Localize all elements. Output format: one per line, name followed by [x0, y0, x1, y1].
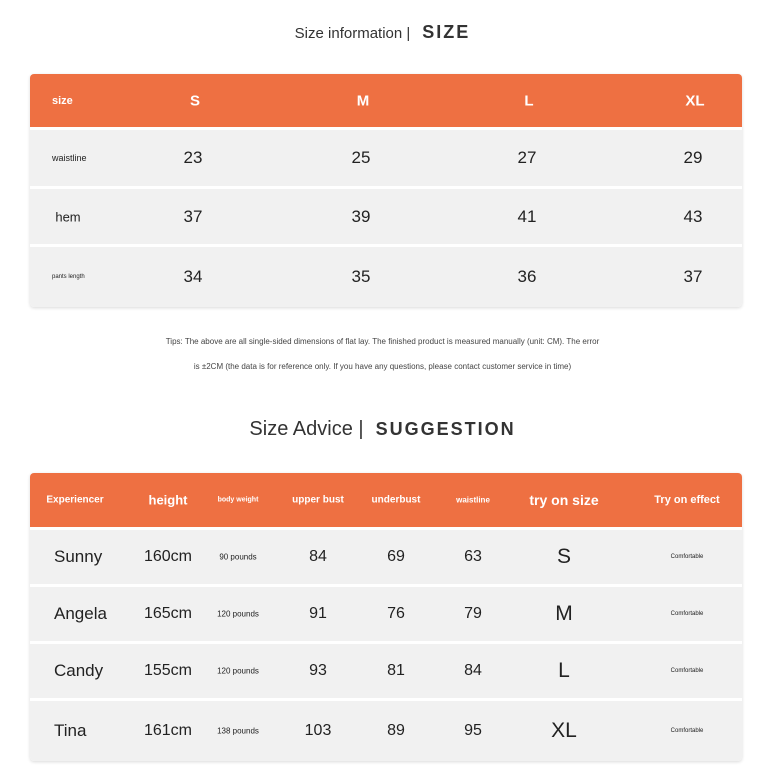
- value-cell: L: [558, 659, 570, 682]
- header-cell: S: [189, 92, 201, 109]
- value-cell: 95: [464, 722, 482, 739]
- header-cell: height: [148, 492, 188, 508]
- row-label: pants length: [52, 274, 85, 280]
- value-cell: 41: [517, 206, 537, 226]
- value-cell: 155cm: [143, 662, 193, 679]
- value-cell: 161cm: [143, 722, 193, 739]
- advice-table-row: Sunny 160cm 90 pounds 84 69 63 S Comfortable: [30, 527, 742, 584]
- value-cell: 35: [351, 267, 371, 286]
- value-cell: S: [556, 545, 572, 568]
- value-cell: 63: [464, 548, 482, 565]
- tips-line-2: is ±2CM (the data is for reference only.…: [193, 362, 572, 371]
- value-cell: 43: [683, 206, 703, 226]
- value-cell: Comfortable: [670, 611, 704, 617]
- size-table-row: pants length 34 35 36 37: [30, 244, 742, 307]
- header-cell: XL: [685, 92, 705, 109]
- value-cell: 37: [683, 267, 703, 286]
- value-cell: 29: [683, 148, 703, 167]
- value-cell: 36: [517, 267, 537, 286]
- value-cell: 25: [351, 148, 371, 167]
- advice-title-text: Size Advice |: [249, 418, 364, 440]
- value-cell: 120 pounds: [217, 666, 259, 676]
- row-label: waistline: [52, 153, 87, 163]
- tips-line-1: Tips: The above are all single-sided dim…: [165, 337, 600, 346]
- value-cell: 89: [387, 722, 405, 739]
- value-cell: 37: [183, 206, 203, 226]
- experiencer-name: Candy: [54, 661, 104, 680]
- value-cell: 23: [183, 148, 203, 167]
- advice-title: Size Advice | SUGGESTION: [0, 418, 765, 441]
- header-cell: L: [524, 92, 534, 109]
- value-cell: 120 pounds: [217, 609, 259, 619]
- value-cell: 160cm: [143, 548, 193, 565]
- value-cell: Comfortable: [670, 668, 704, 674]
- experiencer-name: Tina: [54, 721, 87, 740]
- size-title-big: SIZE: [422, 22, 471, 42]
- advice-table: Experiencer height body weight upper bust un…: [30, 473, 742, 761]
- value-cell: 79: [464, 605, 482, 622]
- value-cell: 103: [304, 722, 332, 739]
- advice-table-row: Tina 161cm 138 pounds 103 89 95 XL Comfortable: [30, 698, 742, 761]
- header-cell: M: [356, 92, 370, 109]
- value-cell: 165cm: [143, 605, 193, 622]
- advice-title-big: SUGGESTION: [375, 419, 516, 439]
- header-cell: upper bust: [292, 494, 344, 506]
- header-cell: waistline: [456, 495, 490, 505]
- size-table-row: hem 37 39 41 43: [30, 186, 742, 244]
- value-cell: 93: [309, 662, 327, 679]
- value-cell: 138 pounds: [217, 726, 259, 736]
- header-cell: Experiencer: [46, 494, 104, 506]
- value-cell: 27: [517, 148, 537, 167]
- size-title-text: Size information |: [294, 25, 411, 42]
- advice-table-row: Angela 165cm 120 pounds 91 76 79 M Comfortable: [30, 584, 742, 641]
- value-cell: 34: [183, 267, 203, 286]
- size-table-header: size S M L XL: [30, 74, 742, 127]
- header-cell: try on size: [529, 492, 599, 508]
- value-cell: M: [555, 602, 573, 625]
- header-cell: body weight: [217, 496, 259, 504]
- value-cell: 84: [464, 662, 482, 679]
- value-cell: Comfortable: [670, 728, 704, 734]
- size-title: Size information | SIZE: [0, 22, 765, 43]
- value-cell: Comfortable: [670, 554, 704, 560]
- value-cell: XL: [551, 719, 577, 742]
- value-cell: 69: [387, 548, 405, 565]
- value-cell: 81: [387, 662, 405, 679]
- value-cell: 84: [309, 548, 327, 565]
- row-label: hem: [55, 209, 81, 224]
- value-cell: 39: [351, 206, 371, 226]
- value-cell: 91: [309, 605, 327, 622]
- size-table: size S M L XL waistline 23 25 27 29 hem 37 39 41 43 pan…: [30, 74, 742, 307]
- header-cell: Try on effect: [654, 494, 720, 506]
- experiencer-name: Sunny: [54, 547, 103, 566]
- header-cell: underbust: [371, 494, 421, 506]
- size-table-row: waistline 23 25 27 29: [30, 127, 742, 186]
- advice-table-row: Candy 155cm 120 pounds 93 81 84 L Comfortable: [30, 641, 742, 698]
- experiencer-name: Angela: [54, 604, 107, 623]
- advice-table-header: Experiencer height body weight upper bust un…: [30, 473, 742, 527]
- header-cell: size: [52, 94, 73, 107]
- value-cell: 90 pounds: [219, 552, 257, 562]
- value-cell: 76: [387, 605, 405, 622]
